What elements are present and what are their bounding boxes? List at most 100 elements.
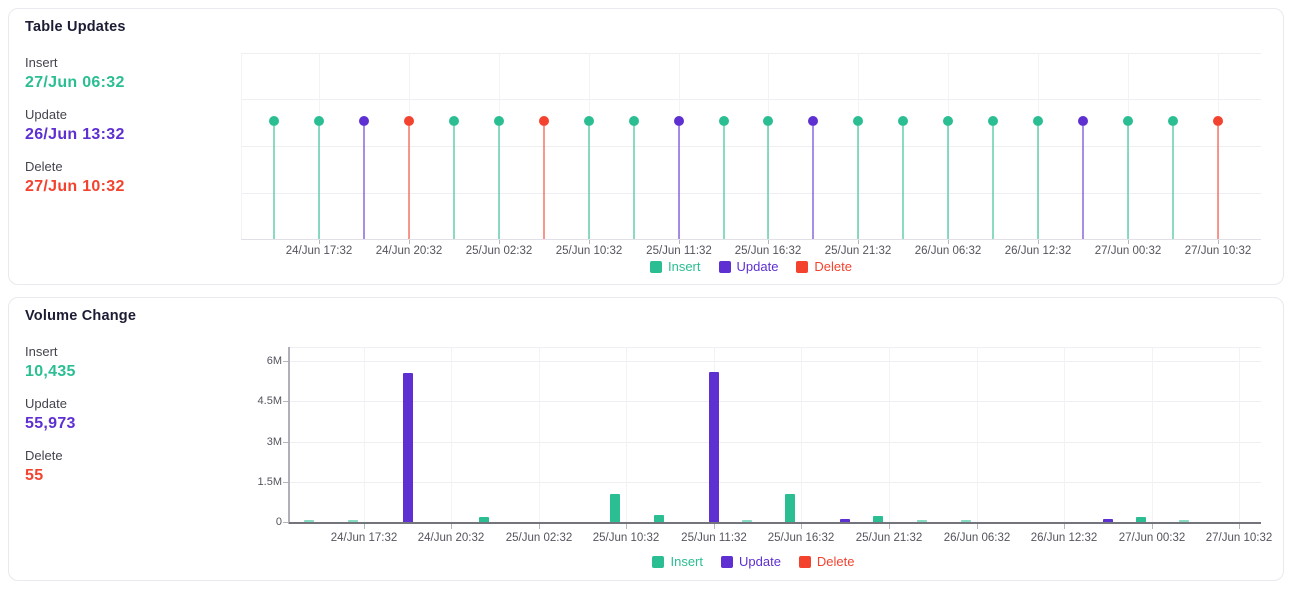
x-axis-tick	[714, 524, 715, 529]
x-axis-tick-label: 26/Jun 06:32	[943, 532, 1011, 544]
bar-insert	[917, 520, 927, 522]
x-axis-tick	[889, 524, 890, 529]
event-lollipop-stem	[947, 126, 949, 239]
x-axis-tick	[539, 524, 540, 529]
legend-label-insert: Insert	[667, 259, 701, 274]
grid-line-vertical	[451, 347, 452, 522]
stat-update: Update 26/Jun 13:32	[25, 107, 225, 144]
x-axis-tick-label: 27/Jun 10:32	[1205, 532, 1273, 544]
x-axis-tick	[948, 240, 949, 244]
y-axis-tick	[283, 522, 288, 523]
stat-insert-label: Insert	[25, 344, 58, 359]
bar-insert	[961, 520, 971, 522]
event-dot-insert	[1123, 116, 1133, 126]
volume-change-title: Volume Change	[25, 308, 137, 324]
legend-label-update: Update	[739, 554, 781, 569]
delete-legend-swatch-icon	[798, 555, 811, 568]
stat-update-label: Update	[25, 107, 67, 122]
event-dot-insert	[988, 116, 998, 126]
table-updates-stats: Insert 27/Jun 06:32 Update 26/Jun 13:32 …	[25, 55, 225, 211]
x-axis-tick	[499, 240, 500, 244]
event-dot-update	[674, 116, 684, 126]
event-lollipop-stem	[588, 126, 590, 239]
event-dot-insert	[584, 116, 594, 126]
event-dot-delete	[1213, 116, 1223, 126]
y-axis-tick-label: 6M	[266, 355, 282, 367]
x-axis-tick-label: 24/Jun 20:32	[417, 532, 485, 544]
y-axis-tick	[283, 361, 288, 362]
x-axis-line	[289, 522, 1261, 524]
x-axis-tick	[589, 240, 590, 244]
table-updates-chart: 24/Jun 17:32 24/Jun 20:32 25/Jun 02:32 25/J…	[241, 47, 1261, 279]
volume-change-chart: 0 1.5M 3M 4.5M 6M 24/Jun 17:32 24/Jun 20:32 25/…	[246, 342, 1272, 580]
event-dot-update	[808, 116, 818, 126]
event-lollipop-stem	[678, 126, 680, 239]
stat-insert-value: 10,435	[25, 363, 76, 380]
stat-insert: Insert 27/Jun 06:32	[25, 55, 225, 92]
grid-line-vertical	[1239, 347, 1240, 522]
y-axis-tick-label: 0	[275, 516, 282, 528]
delete-legend-swatch-icon	[796, 260, 809, 273]
event-lollipop-stem	[543, 126, 545, 239]
bar-insert	[348, 520, 358, 522]
x-axis-tick-label: 25/Jun 11:32	[681, 532, 747, 544]
legend-item-update[interactable]: Update	[718, 259, 779, 274]
legend-item-delete[interactable]: Delete	[798, 554, 855, 569]
x-axis-tick	[1218, 240, 1219, 244]
event-dot-insert	[449, 116, 459, 126]
bar-update	[840, 519, 850, 522]
stat-insert-label: Insert	[25, 55, 58, 70]
x-axis-tick-label: 25/Jun 10:32	[555, 245, 623, 257]
update-legend-swatch-icon	[718, 260, 731, 273]
y-axis-tick-label: 3M	[266, 436, 282, 448]
x-axis-tick-label: 25/Jun 16:32	[734, 245, 802, 257]
event-dot-insert	[943, 116, 953, 126]
x-axis-tick	[364, 524, 365, 529]
bar-insert	[785, 494, 795, 522]
x-axis-tick	[858, 240, 859, 244]
x-axis-tick	[409, 240, 410, 244]
event-lollipop-stem	[408, 126, 410, 239]
table-updates-title: Table Updates	[25, 19, 126, 35]
x-axis-line	[241, 239, 1261, 240]
event-dot-insert	[763, 116, 773, 126]
x-axis-tick	[1038, 240, 1039, 244]
x-axis-tick-label: 25/Jun 10:32	[592, 532, 660, 544]
legend-item-update[interactable]: Update	[721, 554, 781, 569]
bar-update	[403, 373, 413, 522]
x-axis-tick-label: 26/Jun 12:32	[1030, 532, 1098, 544]
bar-update	[1103, 519, 1113, 522]
bar-update	[709, 372, 719, 522]
insert-legend-swatch-icon	[652, 555, 665, 568]
legend-label-update: Update	[736, 259, 779, 274]
event-dot-update	[1078, 116, 1088, 126]
event-lollipop-stem	[273, 126, 275, 239]
stat-delete: Delete 55	[25, 448, 225, 485]
x-axis-tick	[977, 524, 978, 529]
grid-line-horizontal	[289, 401, 1261, 402]
stat-delete-label: Delete	[25, 159, 63, 174]
bar-insert	[1179, 520, 1189, 522]
event-lollipop-stem	[767, 126, 769, 239]
event-dot-insert	[269, 116, 279, 126]
volume-change-stats: Insert 10,435 Update 55,973 Delete 55	[25, 344, 225, 500]
legend-item-delete[interactable]: Delete	[796, 259, 852, 274]
legend-label-delete: Delete	[816, 554, 855, 569]
grid-line-vertical	[626, 347, 627, 522]
x-axis-tick	[1064, 524, 1065, 529]
x-axis-tick-label: 27/Jun 00:32	[1094, 245, 1162, 257]
event-lollipop-stem	[363, 126, 365, 239]
event-dot-insert	[719, 116, 729, 126]
legend-item-insert[interactable]: Insert	[649, 259, 701, 274]
x-axis-tick-label: 26/Jun 06:32	[914, 245, 982, 257]
bar-insert	[610, 494, 620, 522]
grid-line-vertical	[364, 347, 365, 522]
stat-update-label: Update	[25, 396, 67, 411]
x-axis-tick	[801, 524, 802, 529]
event-dot-insert	[629, 116, 639, 126]
grid-line-vertical	[1152, 347, 1153, 522]
y-axis-line	[288, 347, 290, 524]
legend-item-insert[interactable]: Insert	[652, 554, 703, 569]
event-dot-delete	[539, 116, 549, 126]
bar-insert	[742, 520, 752, 522]
